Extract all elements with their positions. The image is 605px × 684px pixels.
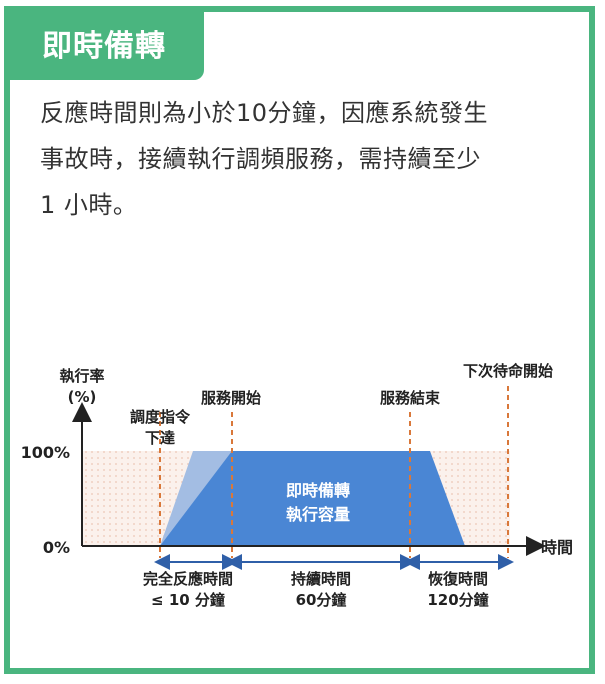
y-axis-label-line-1: 執行率 — [59, 367, 104, 385]
description-line-1: 反應時間則為小於10分鐘，因應系統發生 — [40, 99, 489, 127]
description-line-2: 事故時，接續執行調頻服務，需持續至少 — [40, 145, 481, 173]
y-axis-label-line-2: (%) — [68, 388, 97, 406]
next-standby-label: 下次待命開始 — [463, 362, 553, 380]
recovery-interval-value: 120分鐘 — [427, 591, 488, 609]
duration-interval-label: 持續時間 — [291, 570, 351, 588]
response-interval-label: 完全反應時間 — [143, 570, 233, 588]
y-tick-0: 0% — [43, 538, 70, 557]
dispatch-label-line-1: 調度指令 — [130, 408, 191, 426]
description-line-3: 1 小時。 — [40, 191, 138, 219]
duration-interval-value: 60分鐘 — [296, 591, 347, 609]
capacity-label-line-1: 即時備轉 — [286, 481, 350, 500]
x-axis-label: 時間 — [541, 538, 573, 557]
dispatch-label-line-2: 下達 — [145, 429, 175, 447]
capacity-label-line-2: 執行容量 — [286, 505, 350, 524]
response-interval-value: ≤ 10 分鐘 — [151, 591, 225, 609]
capacity-area — [160, 451, 465, 546]
service-start-label: 服務開始 — [201, 389, 261, 407]
description-text: 反應時間則為小於10分鐘，因應系統發生 事故時，接續執行調頻服務，需持續至少 1… — [40, 90, 560, 228]
y-tick-100: 100% — [21, 443, 70, 462]
recovery-interval-label: 恢復時間 — [428, 570, 488, 588]
section-title-tag: 即時備轉 — [4, 6, 204, 80]
service-end-label: 服務結束 — [380, 389, 441, 407]
